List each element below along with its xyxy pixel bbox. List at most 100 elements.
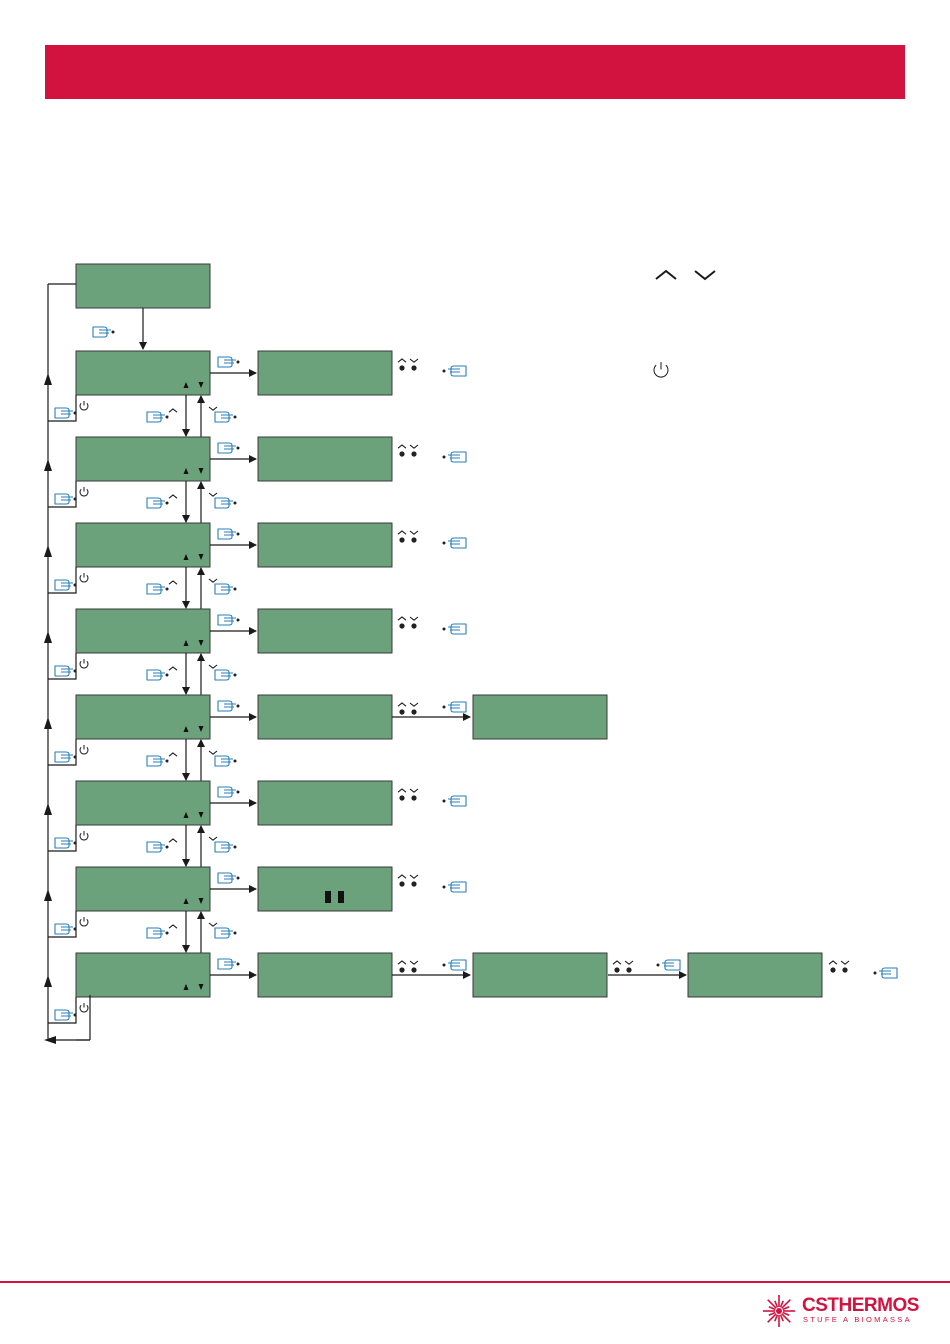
button-dot [399,623,405,629]
button-dot [411,537,417,543]
chevron-up-icon [168,408,178,413]
down-indicator [198,812,204,818]
hand-press-icon [146,583,169,595]
button-dot [399,537,405,543]
up-indicator [183,640,189,646]
hand-press-icon [146,755,169,767]
submenu-lcd-screen-2 [472,952,608,998]
up-indicator [183,468,189,474]
hand-press-icon [442,701,467,713]
chevron-down-icon [409,358,419,363]
button-dot [399,967,405,973]
logo-tagline: STUFE A BIOMASSA [803,1315,912,1324]
hand-press-icon [54,751,77,763]
logo-wordmark: CSTHERMOS [802,1295,919,1317]
hand-press-icon [217,700,240,712]
chevron-up-icon [612,960,622,965]
chevron-up-icon [397,788,407,793]
loop-arrow-up [44,373,52,385]
hand-press-icon [214,583,237,595]
hand-press-icon [873,967,898,979]
exit-bracket [48,739,77,766]
hand-press-icon [442,537,467,549]
button-dot [399,795,405,801]
chevron-down-icon [208,836,218,841]
lcd-segment [338,891,344,903]
submenu-lcd-screen [257,608,393,654]
exit-bracket [48,911,77,938]
hand-press-icon [217,786,240,798]
chevron-up-icon [397,358,407,363]
up-indicator [183,812,189,818]
up-indicator [183,726,189,732]
hand-press-icon [442,959,467,971]
hand-press-icon [214,411,237,423]
power-icon [653,364,669,378]
up-indicator [183,984,189,990]
menu-lcd-screen [75,780,211,826]
power-icon [79,402,89,411]
chevron-down-icon [840,960,850,965]
exit-bracket [48,825,77,852]
button-dot [830,967,836,973]
hand-press-icon [146,669,169,681]
chevron-up-icon [397,616,407,621]
menu-flow-diagram [44,263,898,1044]
hand-press-icon [54,493,77,505]
button-dot [626,967,632,973]
exit-bracket [48,481,77,508]
button-dot [399,709,405,715]
chevron-up-icon [168,580,178,585]
chevron-down-icon [409,530,419,535]
chevron-up-icon [397,702,407,707]
hand-press-icon [442,365,467,377]
root-lcd-screen [75,263,211,309]
hand-press-icon [442,881,467,893]
menu-lcd-screen [75,522,211,568]
chevron-down-icon [409,788,419,793]
menu-lcd-screen [75,694,211,740]
button-dot [399,451,405,457]
submenu-lcd-screen [257,436,393,482]
power-icon [79,746,89,755]
hand-press-icon [442,451,467,463]
hand-press-icon [217,356,240,368]
button-dot [411,967,417,973]
chevron-up-icon [397,874,407,879]
menu-lcd-screen [75,952,211,998]
submenu-lcd-screen [257,952,393,998]
chevron-down-icon [409,702,419,707]
chevron-down-icon [409,444,419,449]
logo-thermos: THERMOS [827,1295,919,1316]
hand-press-icon [54,665,77,677]
chevron-up-icon [168,838,178,843]
button-dot [411,623,417,629]
button-dot [411,365,417,371]
chevron-down-icon [208,922,218,927]
hand-press-icon [214,927,237,939]
hand-press-icon [54,1009,77,1021]
loop-arrow-up [44,545,52,557]
chevron-down-icon [694,270,716,281]
chevron-up-icon [168,666,178,671]
logo-cs: CS [802,1295,828,1316]
exit-bracket [48,395,77,422]
button-dot [411,451,417,457]
chevron-up-icon [168,924,178,929]
chevron-up-icon [168,752,178,757]
chevron-down-icon [624,960,634,965]
hand-press-icon [54,923,77,935]
loop-arrow-up [44,889,52,901]
down-indicator [198,554,204,560]
up-indicator [183,382,189,388]
chevron-down-icon [208,406,218,411]
hand-press-icon [92,326,115,338]
power-icon [79,660,89,669]
chevron-up-icon [828,960,838,965]
menu-lcd-screen [75,436,211,482]
chevron-up-icon [397,530,407,535]
sunburst-icon [763,1295,795,1327]
chevron-down-icon [409,874,419,879]
submenu-lcd-screen [257,694,393,740]
hand-press-icon [54,579,77,591]
